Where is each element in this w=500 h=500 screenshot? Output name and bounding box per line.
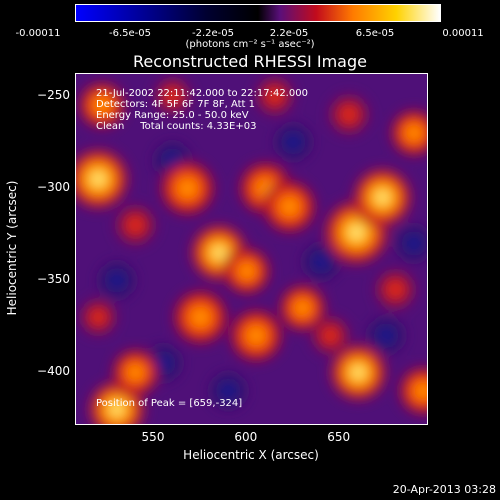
colorbar-tick: 6.5e-05 [355, 28, 395, 39]
timestamp: 20-Apr-2013 03:28 [392, 483, 496, 496]
heatmap-blob [250, 74, 299, 120]
heatmap-blob [220, 245, 273, 298]
heatmap-blob [169, 286, 231, 348]
heatmap-low-region [271, 120, 316, 165]
heatmap-blob [110, 200, 161, 251]
heatmap-blob [349, 164, 416, 231]
heatmap-low-region [206, 368, 251, 413]
y-tick-label: −300 [37, 180, 70, 195]
heatmap-blob [260, 177, 319, 237]
heatmap-blob [226, 306, 286, 365]
info-line: 21-Jul-2002 22:11:42.000 to 22:17:42.000 [96, 88, 308, 99]
colorbar-tick: -0.00011 [15, 28, 61, 39]
heatmap-blob [76, 294, 122, 340]
heatmap-blob [149, 74, 196, 119]
heatmap-blob [109, 346, 162, 399]
info-line: Detectors: 4F 5F 6F 7F 8F, Att 1 [96, 99, 256, 110]
colorbar-tick: 2.2e-05 [269, 28, 309, 39]
colorbar-unit-label: (photons cm⁻² s⁻¹ asec⁻²) [185, 39, 315, 50]
heatmap-blob [370, 264, 421, 315]
heatmap-blob [396, 363, 427, 419]
heatmap-image [76, 74, 427, 424]
y-axis-label: Heliocentric Y (arcsec) [5, 180, 19, 316]
info-line: Energy Range: 25.0 - 50.0 keV [96, 110, 249, 121]
x-tick-label: 650 [327, 430, 351, 444]
image-plot-area: 21-Jul-2002 22:11:42.000 to 22:17:42.000… [75, 73, 428, 425]
colorbar [75, 4, 441, 22]
colorbar-tick-labels: -0.00011 -6.5e-05 -2.2e-05 2.2e-05 6.5e-… [0, 0, 500, 40]
heatmap-blob [306, 311, 355, 360]
colorbar-tick: -2.2e-05 [192, 28, 234, 39]
chart-title: Reconstructed RHESSI Image [133, 52, 367, 71]
heatmap-low-region [94, 258, 139, 303]
heatmap-blob [326, 340, 390, 405]
y-tick-label: −350 [37, 272, 70, 287]
x-axis-label: Heliocentric X (arcsec) [183, 448, 319, 462]
colorbar-tick: -6.5e-05 [109, 28, 151, 39]
heatmap-blob [156, 157, 218, 219]
y-tick-label: −250 [37, 88, 70, 103]
x-tick-label: 600 [234, 430, 258, 444]
x-axis-ticks: 550 600 650 [75, 430, 427, 446]
heatmap-blob [76, 145, 133, 213]
heatmap-blob [387, 106, 427, 160]
info-line: Clean Total counts: 4.33E+03 [96, 121, 257, 132]
x-tick-label: 550 [141, 430, 165, 444]
heatmap-blob [324, 89, 374, 140]
peak-position-label: Position of Peak = [659,-324] [96, 398, 243, 409]
colorbar-tick: 0.00011 [442, 28, 484, 39]
heatmap-blob [76, 79, 129, 132]
heatmap-low-region [392, 221, 427, 266]
y-tick-label: −400 [37, 364, 70, 379]
y-axis-ticks: −250 −300 −350 −400 [0, 73, 70, 424]
